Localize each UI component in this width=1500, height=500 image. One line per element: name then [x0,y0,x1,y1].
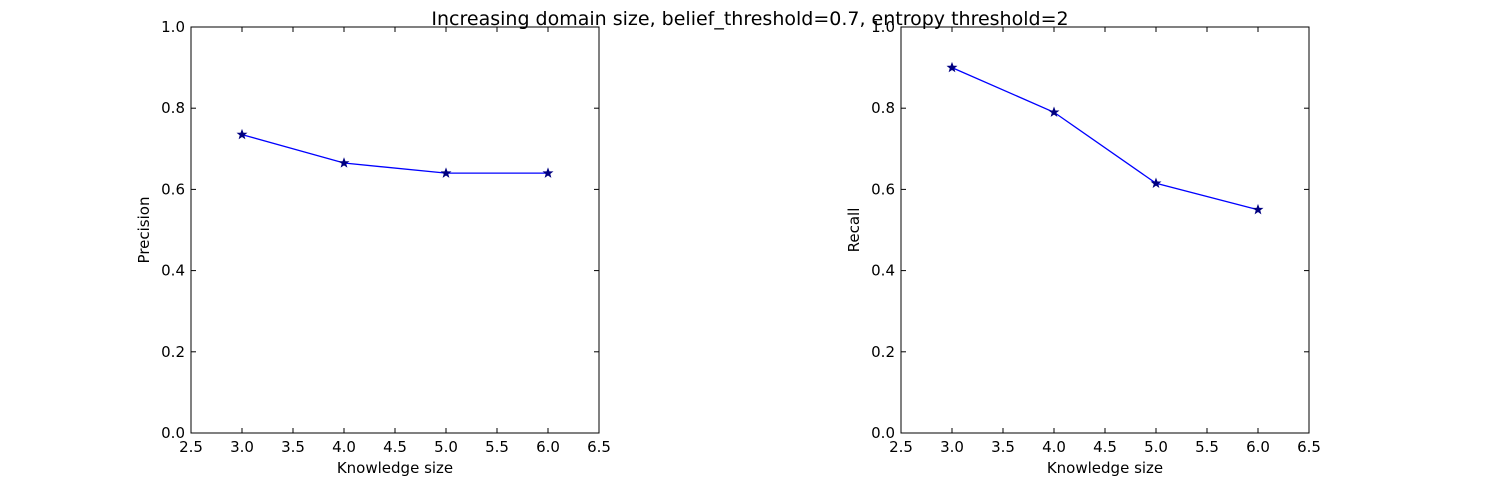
recall-axes-frame [900,26,1310,434]
recall-x-tick-label: 3.0 [940,438,964,456]
precision-x-tick-label: 4.0 [332,438,356,456]
precision-x-axis-label: Knowledge size [337,459,453,477]
precision-y-axis-label: Precision [135,197,153,264]
recall-x-tick-label: 4.0 [1042,438,1066,456]
recall-y-tick-label: 0.0 [871,424,895,442]
precision-y-tick-label: 0.4 [161,262,185,280]
precision-x-tick-label: 2.5 [179,438,203,456]
recall-data-point [1048,106,1060,117]
precision-series-line [241,133,548,174]
recall-data-point [1150,177,1162,188]
recall-chart: 2.5 3.0 3.5 4.0 4.5 5.0 5.5 6.0 6.5 0.0 0.2 0.4 0.6 0… [845,18,1321,477]
precision-x-tick-label: 4.5 [383,438,407,456]
precision-x-tick-label: 5.0 [434,438,458,456]
recall-x-tick-label: 3.5 [991,438,1015,456]
precision-y-tick-label: 0.2 [161,343,185,361]
precision-y-tick-label: 0.6 [161,180,185,198]
precision-x-tick-label: 5.5 [485,438,509,456]
recall-data-point [1252,203,1264,215]
precision-data-point [236,128,248,140]
recall-x-tick-label: 4.5 [1093,438,1117,456]
figure-title: Increasing domain size, belief_threshold… [431,8,1068,30]
recall-y-tick-label: 0.8 [871,99,895,117]
precision-axes-frame [190,26,600,434]
precision-y-tick-label: 0.8 [161,99,185,117]
precision-x-tick-label: 3.0 [230,438,254,456]
recall-y-axis-label: Recall [845,208,863,253]
recall-x-tick-label: 6.0 [1246,438,1270,456]
recall-y-tick-label: 0.2 [871,343,895,361]
recall-x-tick-label: 2.5 [889,438,913,456]
precision-data-point [542,167,554,178]
precision-chart: 2.5 3.0 3.5 4.0 4.5 5.0 5.5 6.0 6.5 0.0 0.2 0.4 0.6 0… [135,18,611,477]
precision-data-point [338,157,350,168]
recall-x-axis-label: Knowledge size [1047,459,1163,477]
recall-data-point [946,61,958,73]
recall-x-tick-label: 6.5 [1297,438,1321,456]
recall-y-tick-label: 0.6 [871,180,895,198]
recall-x-tick-label: 5.0 [1144,438,1168,456]
precision-data-point [440,167,452,178]
recall-series-line [951,67,1259,211]
recall-y-tick-label: 1.0 [871,18,895,36]
precision-x-tick-label: 6.5 [587,438,611,456]
recall-x-tick-label: 5.5 [1195,438,1219,456]
precision-y-tick-label: 1.0 [161,18,185,36]
precision-x-tick-label: 6.0 [536,438,560,456]
precision-y-tick-label: 0.0 [161,424,185,442]
precision-x-tick-label: 3.5 [281,438,305,456]
recall-y-tick-label: 0.4 [871,262,895,280]
